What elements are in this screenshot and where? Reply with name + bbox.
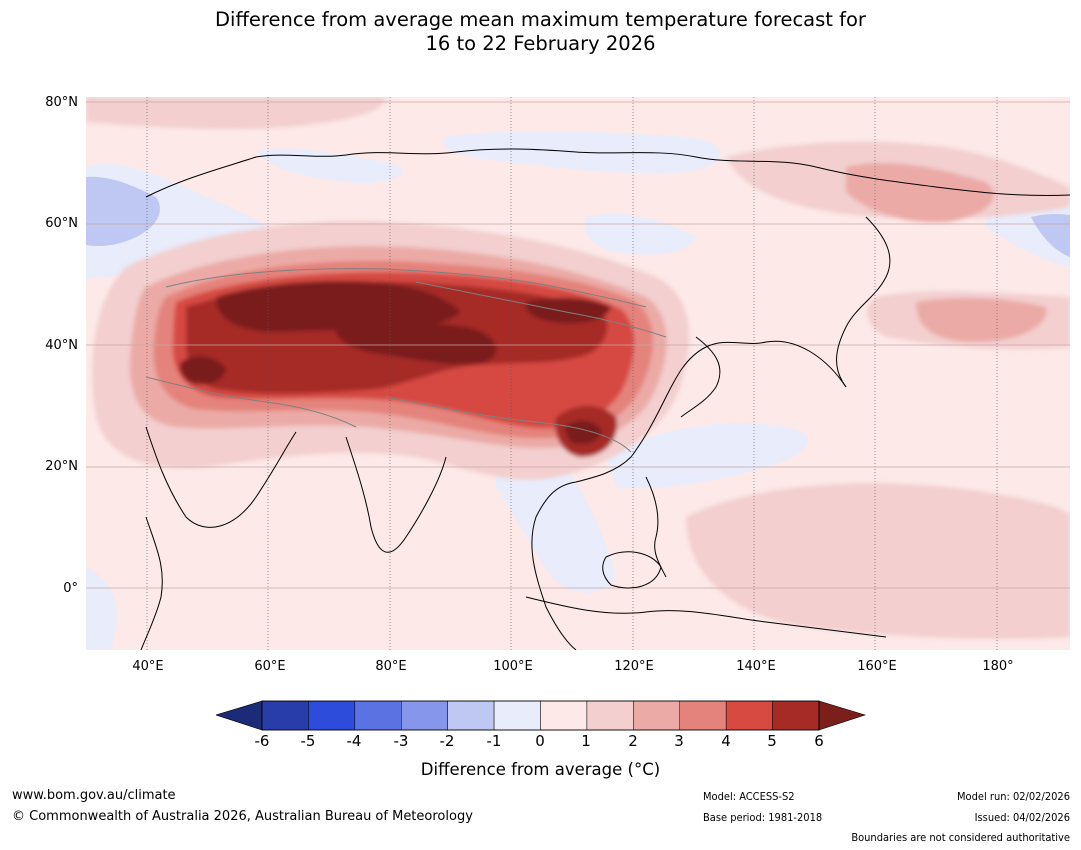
colorbar-tick-6: 6 (814, 732, 824, 750)
warm-zone-2-3-chukotka (846, 162, 994, 223)
lon-label-160e: 160°E (857, 659, 897, 674)
colorbar-tick-0: 0 (535, 732, 545, 750)
cool-zone-arctic-coast (256, 148, 403, 183)
lon-label-140e: 140°E (736, 659, 776, 674)
boundaries-disclaimer: Boundaries are not considered authoritat… (851, 831, 1070, 844)
cool-zone-southeast-asia (496, 448, 616, 593)
warm-zone-1-2-pacific (686, 483, 1070, 639)
colorbar-segment (401, 700, 448, 731)
graticule (146, 97, 998, 650)
model-name: Model: ACCESS-S2 (703, 790, 795, 803)
warm-zone-2-3-pacific (916, 297, 1047, 342)
colorbar (216, 700, 866, 731)
warm-zone-1-2-arctic (86, 97, 386, 130)
lon-label-80e: 80°E (375, 659, 407, 674)
colorbar-tick-neg6: -6 (254, 732, 270, 750)
lat-label-80n: 80°N (45, 95, 78, 110)
colorbar-label: Difference from average (°C) (420, 760, 661, 779)
lat-label-40n: 40°N (45, 338, 78, 353)
colorbar-segment (493, 700, 541, 731)
colorbar-segment (725, 700, 773, 731)
colorbar-frame (261, 700, 820, 731)
colorbar-tick-neg5: -5 (300, 732, 316, 750)
colorbar-segment (308, 700, 356, 731)
coastline-indonesia (525, 596, 887, 638)
border-middle-east (145, 376, 357, 428)
cool-zone-bering (1031, 214, 1070, 257)
latitude-lines (86, 101, 1070, 589)
coastline-kamchatka (836, 216, 891, 388)
lon-label-180: 180° (982, 659, 1014, 674)
lon-label-40e: 40°E (132, 659, 164, 674)
coastline-philippines (645, 476, 667, 578)
lat-label-60n: 60°N (45, 216, 78, 231)
colorbar-segment (633, 700, 681, 731)
border-china-mongolia (415, 281, 667, 338)
warm-zone-over-6-caspian (179, 356, 226, 385)
coastline-east-asia (531, 340, 847, 650)
copyright-text: © Commonwealth of Australia 2026, Austra… (12, 809, 473, 824)
positive-anomaly-zones (86, 97, 1070, 639)
title-line-1: Difference from average mean maximum tem… (215, 8, 866, 31)
colorbar-segment (540, 700, 588, 731)
lon-label-60e: 60°E (254, 659, 286, 674)
colorbar-segment (261, 700, 309, 731)
colorbar-tick-neg1: -1 (486, 732, 502, 750)
lat-label-0: 0° (63, 581, 78, 596)
colorbar-tick-5: 5 (767, 732, 777, 750)
coastline-arctic (145, 148, 1070, 198)
colorbar-tick-1: 1 (581, 732, 591, 750)
colorbar-segment (586, 700, 634, 731)
cool-zone-philippine-sea (606, 423, 808, 489)
colorbar-segments (261, 700, 820, 731)
lon-label-120e: 120°E (614, 659, 654, 674)
coastline-japan (680, 336, 721, 418)
temperature-anomaly-map (86, 97, 1070, 650)
lat-label-20n: 20°N (45, 459, 78, 474)
border-central-asia (165, 268, 647, 308)
colorbar-tick-neg4: -4 (346, 732, 362, 750)
colorbar-under-arrow (216, 700, 263, 731)
map-title: Difference from average mean maximum tem… (0, 8, 1081, 56)
coastline-arabia (145, 426, 297, 528)
warm-zone-over-6-south-china (564, 420, 602, 445)
colorbar-over-arrow (818, 700, 866, 731)
colorbar-tick-4: 4 (721, 732, 731, 750)
base-period: Base period: 1981-2018 (703, 811, 823, 824)
coastline-borneo (602, 551, 662, 589)
colorbar-tick-3: 3 (674, 732, 684, 750)
colorbar-tick-neg2: -2 (439, 732, 455, 750)
colorbar-segment (679, 700, 727, 731)
warm-zone-over-6-tarim (335, 319, 497, 365)
map-svg (86, 97, 1070, 650)
colorbar-segment (772, 700, 820, 731)
lon-label-100e: 100°E (493, 659, 533, 674)
colorbar-segment (447, 700, 495, 731)
coastline-india (345, 436, 447, 553)
coastline-east-africa (140, 516, 163, 650)
coastlines (140, 148, 1070, 650)
model-run-date: Model run: 02/02/2026 (957, 790, 1070, 803)
issued-date: Issued: 04/02/2026 (974, 811, 1070, 824)
border-china-south (385, 396, 632, 453)
website-link[interactable]: www.bom.gov.au/climate (12, 788, 176, 803)
colorbar-tick-2: 2 (628, 732, 638, 750)
title-line-2: 16 to 22 February 2026 (425, 32, 656, 55)
colorbar-tick-neg3: -3 (393, 732, 409, 750)
colorbar-segment (354, 700, 402, 731)
warm-zone-over-6-central (216, 280, 461, 332)
country-borders (145, 268, 667, 453)
cool-zone-scandinavia (86, 176, 160, 247)
